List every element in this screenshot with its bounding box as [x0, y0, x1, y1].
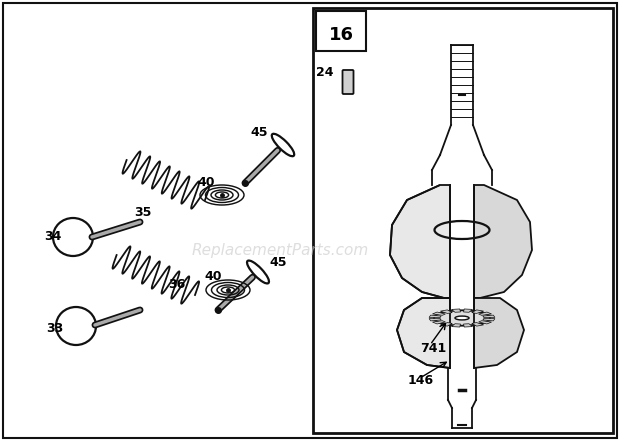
Polygon shape	[390, 185, 450, 298]
Text: 35: 35	[135, 206, 152, 218]
Polygon shape	[397, 298, 450, 368]
Polygon shape	[433, 321, 445, 324]
Ellipse shape	[56, 307, 96, 345]
Text: 45: 45	[250, 127, 268, 139]
Text: 741: 741	[420, 342, 446, 355]
Text: 34: 34	[44, 231, 61, 243]
Polygon shape	[479, 312, 492, 315]
Text: 24: 24	[316, 66, 334, 78]
Polygon shape	[464, 324, 472, 327]
Ellipse shape	[434, 310, 490, 326]
Text: ReplacementParts.com: ReplacementParts.com	[192, 243, 369, 258]
Text: 45: 45	[269, 255, 286, 269]
Polygon shape	[451, 309, 461, 312]
Polygon shape	[474, 185, 532, 298]
Polygon shape	[483, 315, 495, 318]
Bar	[313, 8, 613, 433]
Polygon shape	[472, 322, 484, 326]
Polygon shape	[429, 318, 441, 321]
Text: 36: 36	[169, 279, 185, 292]
Bar	[316, 11, 366, 51]
Polygon shape	[483, 318, 495, 321]
Text: 33: 33	[46, 321, 64, 335]
FancyBboxPatch shape	[342, 70, 353, 94]
Ellipse shape	[247, 261, 269, 284]
Text: 16: 16	[329, 26, 353, 44]
Polygon shape	[472, 310, 484, 314]
Text: 146: 146	[408, 374, 434, 387]
Polygon shape	[451, 324, 461, 327]
Polygon shape	[433, 312, 445, 315]
Polygon shape	[440, 310, 452, 314]
Text: 40: 40	[197, 176, 215, 190]
Polygon shape	[440, 322, 452, 326]
Polygon shape	[474, 298, 524, 368]
Ellipse shape	[455, 316, 469, 320]
Text: 40: 40	[204, 270, 222, 284]
Polygon shape	[464, 309, 472, 312]
Ellipse shape	[272, 134, 294, 156]
Polygon shape	[429, 315, 441, 318]
Polygon shape	[479, 321, 492, 324]
Ellipse shape	[53, 218, 93, 256]
